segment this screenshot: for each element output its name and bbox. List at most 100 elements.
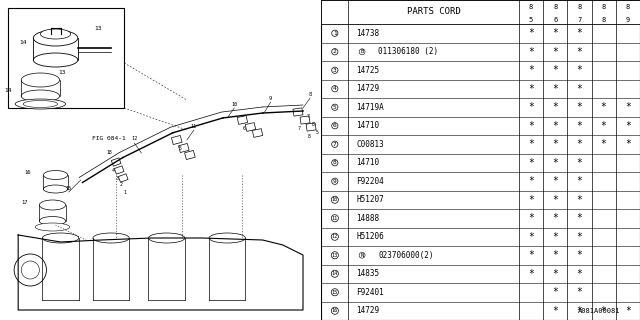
Text: 14725: 14725	[356, 66, 380, 75]
Text: *: *	[577, 65, 582, 75]
Text: 8: 8	[308, 133, 310, 139]
Text: *: *	[552, 158, 558, 168]
Text: *: *	[528, 28, 534, 38]
Bar	[293, 108, 303, 116]
Text: *: *	[528, 139, 534, 149]
Text: *: *	[528, 195, 534, 205]
Text: 15: 15	[332, 290, 338, 295]
Ellipse shape	[40, 200, 66, 210]
Text: 5: 5	[529, 17, 533, 23]
Bar	[321, 0, 640, 24]
Text: *: *	[577, 102, 582, 112]
Text: *: *	[552, 47, 558, 57]
Text: *: *	[528, 250, 534, 260]
Text: *: *	[552, 269, 558, 279]
Text: *: *	[577, 84, 582, 94]
Text: *: *	[552, 28, 558, 38]
Text: FIG 084-1: FIG 084-1	[92, 135, 126, 140]
Text: 8: 8	[553, 4, 557, 10]
Text: *: *	[528, 84, 534, 94]
Circle shape	[14, 254, 47, 286]
Text: 10: 10	[332, 197, 338, 202]
Bar	[245, 123, 255, 131]
Text: *: *	[552, 121, 558, 131]
Text: *: *	[552, 306, 558, 316]
Text: *: *	[552, 176, 558, 186]
Bar	[252, 129, 263, 137]
Text: 11: 11	[191, 124, 197, 129]
Circle shape	[21, 261, 40, 279]
Text: 2: 2	[333, 49, 337, 54]
Ellipse shape	[93, 233, 129, 243]
Text: *: *	[528, 176, 534, 186]
Text: *: *	[577, 287, 582, 297]
Text: *: *	[625, 139, 631, 149]
Ellipse shape	[23, 100, 58, 108]
Text: 8: 8	[529, 4, 533, 10]
Text: 8: 8	[333, 160, 337, 165]
Bar	[300, 116, 310, 124]
Text: 3: 3	[333, 68, 337, 73]
Text: 13: 13	[94, 26, 101, 30]
Text: *: *	[577, 250, 582, 260]
Text: H51207: H51207	[356, 195, 384, 204]
Ellipse shape	[40, 29, 70, 39]
Text: *: *	[552, 195, 558, 205]
Text: 14729: 14729	[356, 306, 380, 315]
Text: *: *	[528, 232, 534, 242]
Text: 14835: 14835	[356, 269, 380, 278]
Text: 14: 14	[332, 271, 338, 276]
Text: 6: 6	[243, 125, 246, 131]
Text: 6: 6	[553, 17, 557, 23]
Text: 15: 15	[65, 186, 72, 190]
Text: *: *	[577, 47, 582, 57]
Ellipse shape	[33, 30, 78, 46]
Text: 8: 8	[626, 4, 630, 10]
Text: *: *	[625, 306, 631, 316]
Text: *: *	[577, 232, 582, 242]
Bar	[237, 116, 248, 124]
Text: 11: 11	[332, 216, 338, 221]
Text: *: *	[552, 65, 558, 75]
Text: *: *	[577, 158, 582, 168]
Text: *: *	[577, 213, 582, 223]
Ellipse shape	[15, 99, 66, 109]
Text: 14710: 14710	[356, 158, 380, 167]
Text: 10: 10	[231, 101, 237, 107]
Text: *: *	[601, 139, 607, 149]
Text: *: *	[601, 102, 607, 112]
Text: 7: 7	[307, 115, 310, 119]
Text: *: *	[528, 269, 534, 279]
Text: *: *	[577, 121, 582, 131]
Ellipse shape	[33, 53, 78, 67]
Ellipse shape	[148, 233, 185, 243]
Text: 7: 7	[577, 17, 582, 23]
Text: 8: 8	[602, 4, 606, 10]
Text: 14888: 14888	[356, 214, 380, 223]
Text: 16: 16	[24, 170, 30, 174]
Text: 14729: 14729	[356, 84, 380, 93]
Text: A081A00081: A081A00081	[579, 308, 621, 314]
Ellipse shape	[209, 233, 245, 243]
Text: 4: 4	[333, 86, 337, 91]
Text: *: *	[601, 121, 607, 131]
Text: *: *	[577, 139, 582, 149]
Text: 14719A: 14719A	[356, 103, 384, 112]
Text: H51206: H51206	[356, 232, 384, 241]
Text: 5: 5	[333, 105, 337, 110]
Text: 6: 6	[333, 123, 337, 128]
Text: N: N	[360, 253, 364, 258]
Text: *: *	[528, 213, 534, 223]
Text: C00813: C00813	[356, 140, 384, 149]
Ellipse shape	[40, 217, 66, 226]
Text: *: *	[528, 65, 534, 75]
Text: 12: 12	[131, 137, 138, 141]
Text: 9: 9	[269, 95, 272, 100]
Text: *: *	[552, 102, 558, 112]
Text: 13: 13	[332, 253, 338, 258]
Text: 14: 14	[4, 87, 12, 92]
Text: 16: 16	[332, 308, 338, 313]
Text: *: *	[528, 47, 534, 57]
Bar	[172, 135, 182, 145]
Text: 14710: 14710	[356, 121, 380, 130]
